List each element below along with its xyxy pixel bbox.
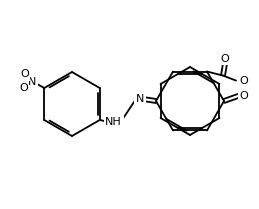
Text: O: O [240, 91, 248, 101]
Text: O: O [239, 76, 248, 85]
Text: O: O [221, 54, 229, 64]
Text: N: N [136, 94, 144, 104]
Text: O: O [19, 83, 28, 93]
Text: NH: NH [105, 117, 122, 127]
Text: O: O [20, 69, 29, 79]
Text: N: N [28, 77, 37, 87]
